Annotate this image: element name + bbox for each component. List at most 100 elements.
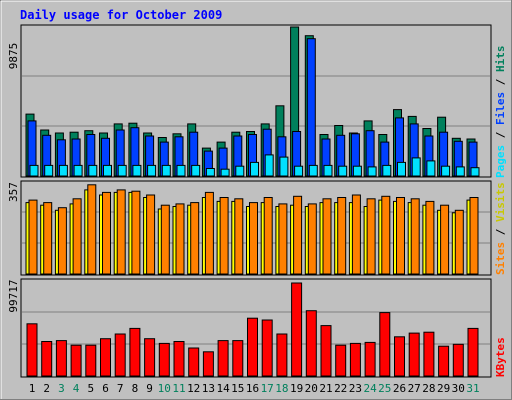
kbytes-bar (55, 340, 67, 377)
pages-bar (191, 164, 201, 177)
sites-bar (337, 197, 347, 275)
kbytes-bar (26, 323, 38, 377)
kbytes-bar (85, 344, 97, 377)
kbytes-bar (173, 341, 185, 377)
sites-bar (234, 198, 244, 275)
kbytes-bar (232, 340, 244, 377)
pages-bar (29, 164, 39, 177)
kbytes-ymax-label: 99717 (7, 279, 20, 312)
kbytes-bar (129, 327, 141, 377)
kbytes-bar (261, 319, 273, 377)
legend-sep: / (494, 72, 507, 92)
kbytes-bar (100, 338, 111, 377)
sites-bar (425, 200, 435, 275)
kbytes-bar (452, 343, 464, 377)
pages-bar (397, 161, 406, 177)
pages-bar (470, 167, 480, 177)
x-tick-label: 5 (87, 382, 94, 395)
sites-bar (440, 204, 450, 275)
x-tick-label: 11 (172, 382, 185, 395)
visits-ymax-label: 357 (7, 182, 20, 202)
legend-pages: Pages (494, 145, 507, 178)
pages-bar (220, 168, 230, 177)
x-tick-label: 14 (216, 382, 230, 395)
legend-visits: Visits (494, 182, 507, 222)
x-tick-label: 24 (363, 382, 377, 395)
kbytes-bar (144, 338, 156, 377)
kbytes-bar (408, 332, 420, 377)
kbytes-bar (247, 317, 258, 377)
x-tick-label: 27 (408, 382, 421, 395)
sites-bar (263, 197, 273, 275)
sites-bar (175, 203, 185, 275)
x-tick-label: 3 (58, 382, 65, 395)
kbytes-bar (217, 340, 229, 377)
pages-bar (308, 164, 318, 177)
kbytes-bar (364, 341, 376, 377)
x-tick-label: 12 (187, 382, 200, 395)
sites-bar (219, 197, 229, 275)
legend-hits: Hits (494, 46, 507, 73)
pages-bar (352, 165, 362, 177)
legend-sites: Sites (494, 242, 507, 275)
x-tick-label: 17 (261, 382, 274, 395)
x-tick-label: 26 (393, 382, 406, 395)
x-tick-label: 8 (132, 382, 139, 395)
kbytes-bar (423, 331, 435, 377)
x-tick-label: 31 (466, 382, 479, 395)
pages-bar (161, 164, 171, 177)
x-tick-label: 6 (102, 382, 109, 395)
sites-bar (28, 199, 38, 275)
pages-bar (279, 156, 289, 177)
sites-bar (131, 190, 141, 275)
pages-bar (338, 165, 348, 177)
x-tick-label: 29 (437, 382, 450, 395)
sites-bar (381, 195, 391, 275)
kbytes-bar (349, 342, 361, 377)
pages-bar (250, 161, 259, 177)
hits-legend: Pages / Files / Hits (494, 46, 507, 179)
x-tick-label: 23 (349, 382, 362, 395)
visits-legend: Sites / Visits (494, 182, 507, 275)
sites-bar (160, 204, 170, 275)
pages-bar (441, 165, 451, 177)
kbytes-bar (114, 333, 126, 377)
sites-bar (278, 203, 288, 275)
pages-bar (367, 166, 377, 177)
pages-bar (147, 164, 157, 177)
sites-bar (190, 202, 200, 275)
sites-bar (351, 194, 361, 275)
x-tick-label: 4 (73, 382, 80, 395)
pages-bar (117, 164, 127, 177)
pages-bar (88, 164, 98, 177)
legend-sep: / (494, 222, 507, 242)
kbytes-bar (320, 325, 332, 377)
pages-bar (58, 164, 68, 177)
x-tick-label: 16 (246, 382, 259, 395)
pages-bar (411, 157, 421, 177)
pages-bar (294, 165, 304, 177)
legend-kbytes: KBytes (494, 337, 507, 377)
bars-layer (25, 26, 480, 377)
sites-bar (57, 207, 67, 275)
pages-bar (132, 164, 142, 177)
x-axis-labels: 1 2 3 4 5 6 7 8 9 10 11 12 13 14 15 16 17 18 19 20 21 22 23 24 2… (29, 382, 480, 395)
sites-bar (396, 197, 405, 275)
pages-bar (382, 164, 392, 177)
kbytes-bar (276, 333, 288, 377)
sites-bar (102, 191, 111, 275)
kbytes-bar (291, 282, 303, 377)
sites-bar (87, 184, 97, 275)
sites-bar (72, 198, 82, 275)
x-tick-label: 15 (231, 382, 244, 395)
kbytes-bar (467, 327, 479, 377)
pages-bar (426, 160, 436, 177)
sites-bar (146, 194, 156, 275)
kbytes-bar (188, 347, 200, 377)
sites-bar (116, 189, 126, 275)
x-tick-label: 9 (146, 382, 153, 395)
pages-bar (103, 164, 112, 177)
kbytes-bar (394, 336, 405, 377)
kbytes-legend: KBytes (494, 337, 507, 377)
